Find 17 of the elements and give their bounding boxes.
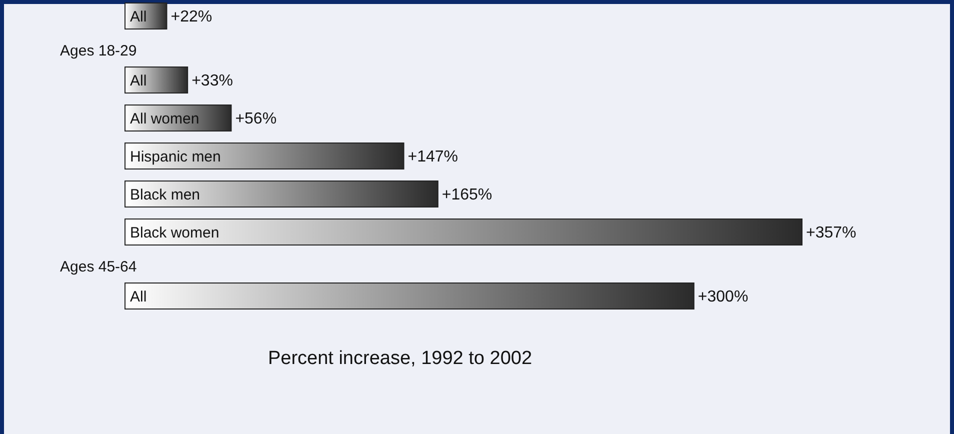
data-label: +357% xyxy=(806,224,856,242)
y-tick-label: Black women xyxy=(130,224,220,242)
data-label: +147% xyxy=(408,148,458,166)
x-axis-title: Percent increase, 1992 to 2002 xyxy=(268,348,532,369)
data-label: +56% xyxy=(235,110,277,128)
annotation: Ages 18-29 xyxy=(60,42,137,60)
y-tick-label: Black men xyxy=(130,186,200,204)
data-label: +22% xyxy=(170,8,212,26)
annotation: Ages 45-64 xyxy=(60,258,137,276)
data-label: +300% xyxy=(698,288,748,306)
y-tick-label: All xyxy=(130,72,147,90)
data-label: +165% xyxy=(442,186,492,204)
y-tick-label: All xyxy=(130,288,147,306)
data-label: +33% xyxy=(192,72,233,90)
y-tick-label: Hispanic men xyxy=(130,148,221,166)
y-tick-label: All xyxy=(130,8,147,26)
y-tick-label: All women xyxy=(130,110,200,128)
